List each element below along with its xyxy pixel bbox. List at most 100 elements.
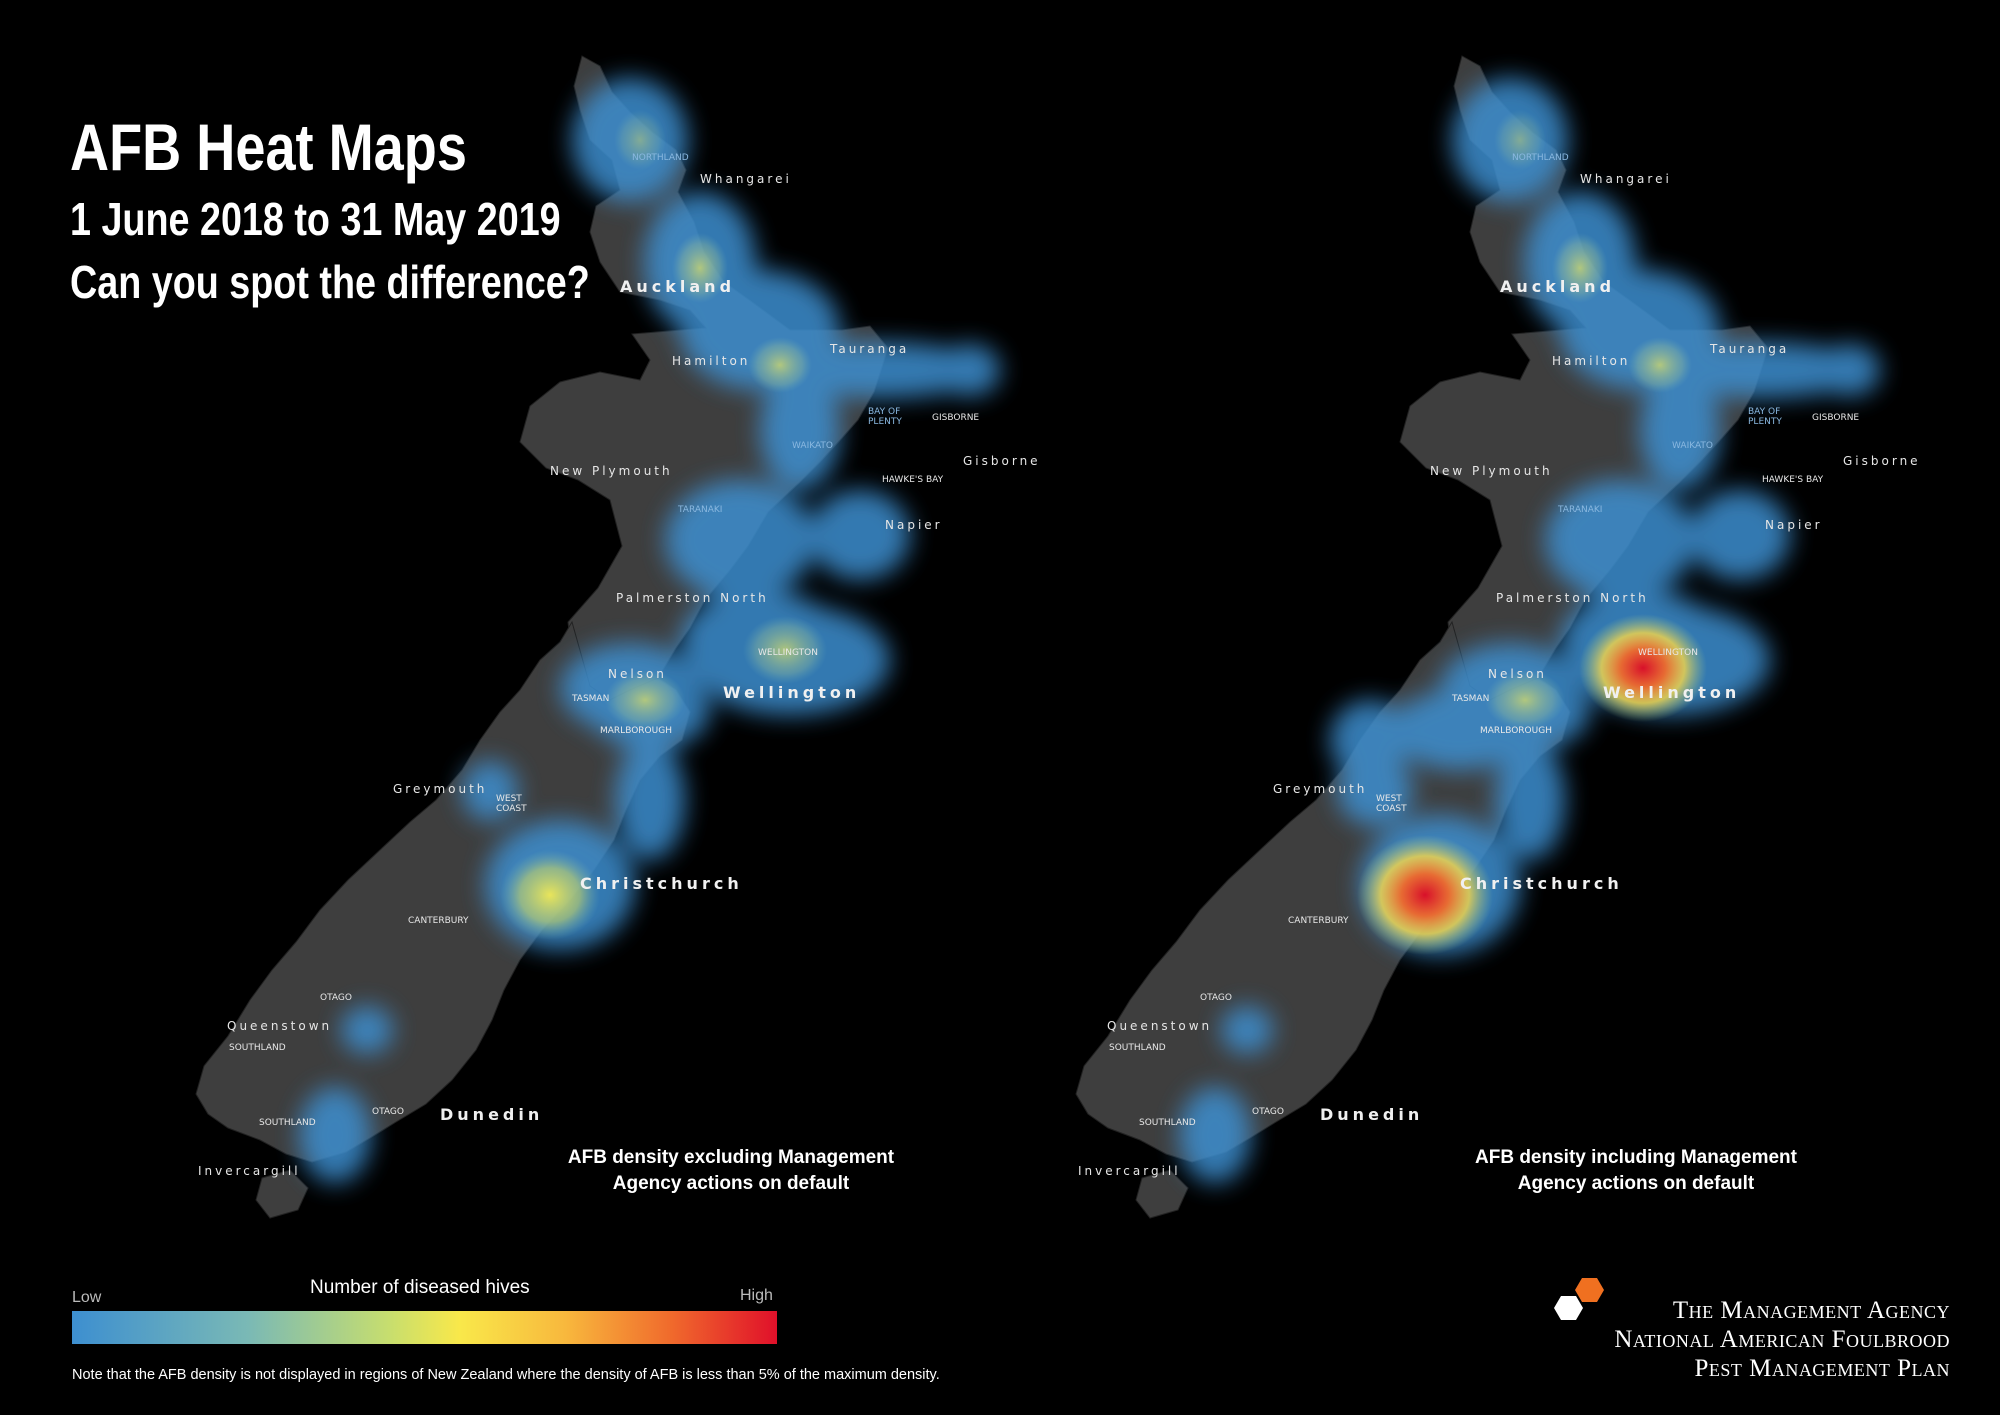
label-queenstown: Queenstown [227,1019,332,1033]
label-southland-1: SOUTHLAND [229,1043,286,1053]
page-subtitle-dates: 1 June 2018 to 31 May 2019 [70,193,561,245]
label-invercargill: Invercargill [1078,1164,1181,1178]
organization-logo-text: The Management Agency National American … [1614,1296,1950,1383]
label-christchurch: Christchurch [1460,874,1623,893]
label-hamilton: Hamilton [672,354,750,368]
label-waikato: WAIKATO [1672,441,1713,451]
label-otago-1: OTAGO [320,993,352,1003]
heat-northland-left [614,110,666,170]
label-northland: NORTHLAND [632,153,689,163]
heat-auckland-left [672,233,728,303]
label-otago-2: OTAGO [1252,1107,1284,1117]
label-queenstown: Queenstown [1107,1019,1212,1033]
label-auckland: Auckland [1500,277,1615,296]
labels-right: Whangarei Auckland Hamilton Tauranga Gis… [1078,153,1921,1178]
map-right [1075,55,1880,1219]
label-new-plymouth: New Plymouth [550,464,673,478]
hexagon-logo-icon [1554,1278,1604,1320]
label-west-coast-1: WEST [1376,794,1402,804]
label-canterbury: CANTERBURY [408,916,469,926]
title-block: AFB Heat Maps 1 June 2018 to 31 May 2019… [70,108,704,312]
label-tasman: TASMAN [571,694,609,704]
caption-left-map: AFB density excluding Management Agency … [521,1145,941,1197]
heat-christchurch-right [1357,835,1493,955]
label-wellington-region: WELLINGTON [1638,648,1698,658]
label-greymouth: Greymouth [1273,782,1367,796]
label-nelson: Nelson [608,667,667,681]
label-southland-2: SOUTHLAND [1139,1118,1196,1128]
label-bay-of-plenty-2: PLENTY [1748,417,1782,427]
heat-hamilton-left [748,337,812,393]
label-wellington-region: WELLINGTON [758,648,818,658]
legend-title: Number of diseased hives [310,1277,530,1298]
labels-left: Whangarei Auckland Hamilton Tauranga Gis… [198,153,1041,1178]
label-taranaki: TARANAKI [1557,505,1602,515]
caption-left-line2: Agency actions on default [612,1173,850,1194]
logo-line1: The Management Agency [1672,1297,1950,1324]
label-invercargill: Invercargill [198,1164,301,1178]
heat-wellington-left [743,616,827,684]
legend-color-scale [72,1311,777,1344]
label-gisborne-region: GISBORNE [932,413,979,423]
label-west-coast-2: COAST [1376,804,1407,814]
label-marlborough: MARLBOROUGH [600,726,672,736]
label-napier: Napier [1765,518,1823,532]
label-palmerston-north: Palmerston North [1496,591,1649,605]
caption-left-line1: AFB density excluding Management [567,1147,895,1168]
label-gisborne-region: GISBORNE [1812,413,1859,423]
label-southland-2: SOUTHLAND [259,1118,316,1128]
page-subtitle-question: Can you spot the difference? [70,256,590,308]
label-gisborne-city: Gisborne [963,454,1041,468]
label-bay-of-plenty-1: BAY OF [1748,407,1780,417]
label-tauranga: Tauranga [1709,342,1789,356]
label-palmerston-north: Palmerston North [616,591,769,605]
label-dunedin: Dunedin [440,1105,543,1124]
label-taranaki: TARANAKI [677,505,722,515]
label-hamilton: Hamilton [1552,354,1630,368]
map-left [195,55,1000,1219]
label-tauranga: Tauranga [829,342,909,356]
label-west-coast-2: COAST [496,804,527,814]
heat-nelson-left [605,670,685,730]
legend-low-label: Low [72,1289,102,1306]
caption-right-line2: Agency actions on default [1517,1173,1755,1194]
label-auckland: Auckland [620,277,735,296]
label-whangarei: Whangarei [1580,172,1672,186]
page-title: AFB Heat Maps [70,110,467,184]
caption-right-line1: AFB density including Management [1475,1147,1797,1168]
label-napier: Napier [885,518,943,532]
label-nelson: Nelson [1488,667,1547,681]
heat-northland-right [1494,110,1546,170]
label-gisborne-city: Gisborne [1843,454,1921,468]
logo-line2: National American Foulbrood [1614,1326,1950,1353]
label-bay-of-plenty-1: BAY OF [868,407,900,417]
label-new-plymouth: New Plymouth [1430,464,1553,478]
label-hawkes-bay: HAWKE'S BAY [1762,475,1824,485]
label-waikato: WAIKATO [792,441,833,451]
caption-right-map: AFB density including Management Agency … [1426,1145,1846,1197]
label-whangarei: Whangarei [700,172,792,186]
heat-hamilton-right [1628,337,1692,393]
label-otago-2: OTAGO [372,1107,404,1117]
label-southland-1: SOUTHLAND [1109,1043,1166,1053]
footnote: Note that the AFB density is not display… [72,1367,940,1383]
heat-christchurch-left [500,850,600,940]
label-west-coast-1: WEST [496,794,522,804]
label-marlborough: MARLBOROUGH [1480,726,1552,736]
label-tasman: TASMAN [1451,694,1489,704]
label-otago-1: OTAGO [1200,993,1232,1003]
label-canterbury: CANTERBURY [1288,916,1349,926]
label-greymouth: Greymouth [393,782,487,796]
label-wellington-city: Wellington [1603,683,1740,702]
label-dunedin: Dunedin [1320,1105,1423,1124]
label-hawkes-bay: HAWKE'S BAY [882,475,944,485]
label-bay-of-plenty-2: PLENTY [868,417,902,427]
heat-nelson-right [1485,670,1565,730]
legend-high-label: High [740,1287,773,1304]
label-christchurch: Christchurch [580,874,743,893]
logo-line3: Pest Management Plan [1694,1355,1950,1382]
label-northland: NORTHLAND [1512,153,1569,163]
heat-auckland-right [1552,233,1608,303]
label-wellington-city: Wellington [723,683,860,702]
